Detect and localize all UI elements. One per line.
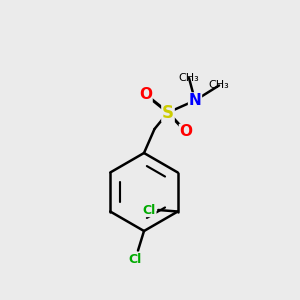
Text: O: O — [139, 87, 152, 102]
Text: O: O — [179, 124, 193, 140]
Text: CH₃: CH₃ — [178, 73, 200, 83]
Text: Cl: Cl — [128, 253, 142, 266]
Text: CH₃: CH₃ — [208, 80, 230, 91]
Text: S: S — [162, 103, 174, 122]
Text: N: N — [189, 93, 201, 108]
Text: Cl: Cl — [142, 203, 156, 217]
